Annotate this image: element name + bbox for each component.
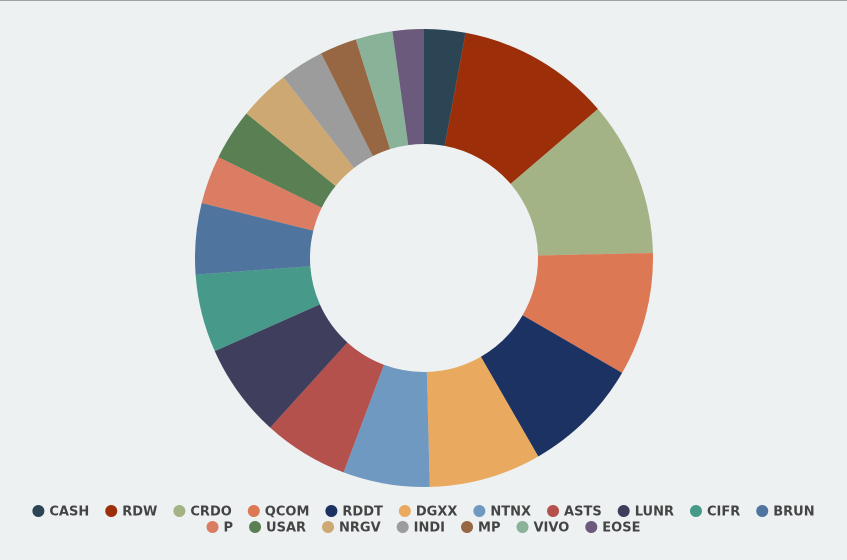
legend-label: RDW: [122, 505, 157, 520]
slice: [201, 157, 322, 231]
slice: [522, 252, 653, 373]
slice: [283, 53, 373, 169]
slice: [321, 39, 391, 157]
slice: [270, 342, 384, 473]
legend-label: DGXX: [416, 505, 458, 520]
legend-item: QCOM: [247, 505, 310, 520]
legend-label: VIVO: [534, 521, 570, 536]
slice: [426, 356, 539, 487]
legend-item: P: [206, 521, 234, 536]
legend-item: VIVO: [516, 521, 570, 536]
legend-label: NTNX: [490, 505, 531, 520]
slice: [355, 31, 409, 150]
slice: [214, 304, 348, 428]
slice: [343, 364, 430, 487]
legend-marker: [756, 505, 769, 517]
legend-marker: [617, 505, 630, 517]
legend-item: DGXX: [398, 505, 458, 520]
legend-label: LUNR: [635, 505, 674, 520]
legend-label: MP: [478, 521, 500, 536]
legend-label: CRDO: [190, 505, 231, 520]
legend-label: ASTS: [564, 505, 602, 520]
legend-marker: [585, 521, 598, 533]
legend-label: QCOM: [265, 505, 310, 520]
slice: [218, 113, 336, 208]
legend-label: BRUN: [773, 505, 814, 520]
slice: [246, 77, 355, 187]
legend-marker: [249, 521, 262, 533]
legend-item: USAR: [249, 521, 306, 536]
legend-item: CIFR: [689, 505, 740, 520]
legend-label: NRGV: [339, 521, 381, 536]
slice: [510, 109, 653, 256]
legend-item: MP: [461, 521, 501, 536]
slice: [195, 266, 320, 352]
legend-marker: [398, 505, 411, 517]
legend-marker: [32, 505, 45, 517]
legend-marker: [461, 521, 474, 533]
legend-label: RDDT: [342, 505, 383, 520]
legend-marker: [516, 521, 529, 533]
legend-label: EOSE: [602, 521, 640, 536]
legend-item: LUNR: [617, 505, 674, 520]
legend-item: RDDT: [325, 505, 383, 520]
legend-item: NRGV: [322, 521, 381, 536]
legend-marker: [689, 505, 702, 517]
legend-marker: [473, 505, 486, 517]
legend-item: CRDO: [173, 505, 232, 520]
legend-item: EOSE: [585, 521, 640, 536]
slice: [392, 29, 424, 146]
legend-label: INDI: [414, 521, 445, 536]
legend-marker: [206, 521, 219, 533]
legend-marker: [547, 505, 560, 517]
legend-item: BRUN: [756, 505, 815, 520]
slice: [444, 32, 598, 184]
legend-marker: [325, 505, 338, 517]
legend-label: P: [224, 521, 234, 536]
slice: [480, 315, 623, 457]
legend-item: ASTS: [547, 505, 602, 520]
slice: [424, 29, 466, 146]
legend-label: CASH: [49, 505, 89, 520]
legend-item: INDI: [396, 521, 445, 536]
legend-marker: [396, 521, 409, 533]
legend-marker: [105, 505, 118, 517]
legend-item: NTNX: [473, 505, 531, 520]
legend-item: CASH: [32, 505, 89, 520]
legend-marker: [173, 505, 186, 517]
legend-marker: [247, 505, 260, 517]
legend-label: USAR: [266, 521, 306, 536]
slice: [195, 203, 314, 275]
legend-marker: [322, 521, 335, 533]
legend-label: CIFR: [707, 505, 740, 520]
legend-item: RDW: [105, 505, 157, 520]
